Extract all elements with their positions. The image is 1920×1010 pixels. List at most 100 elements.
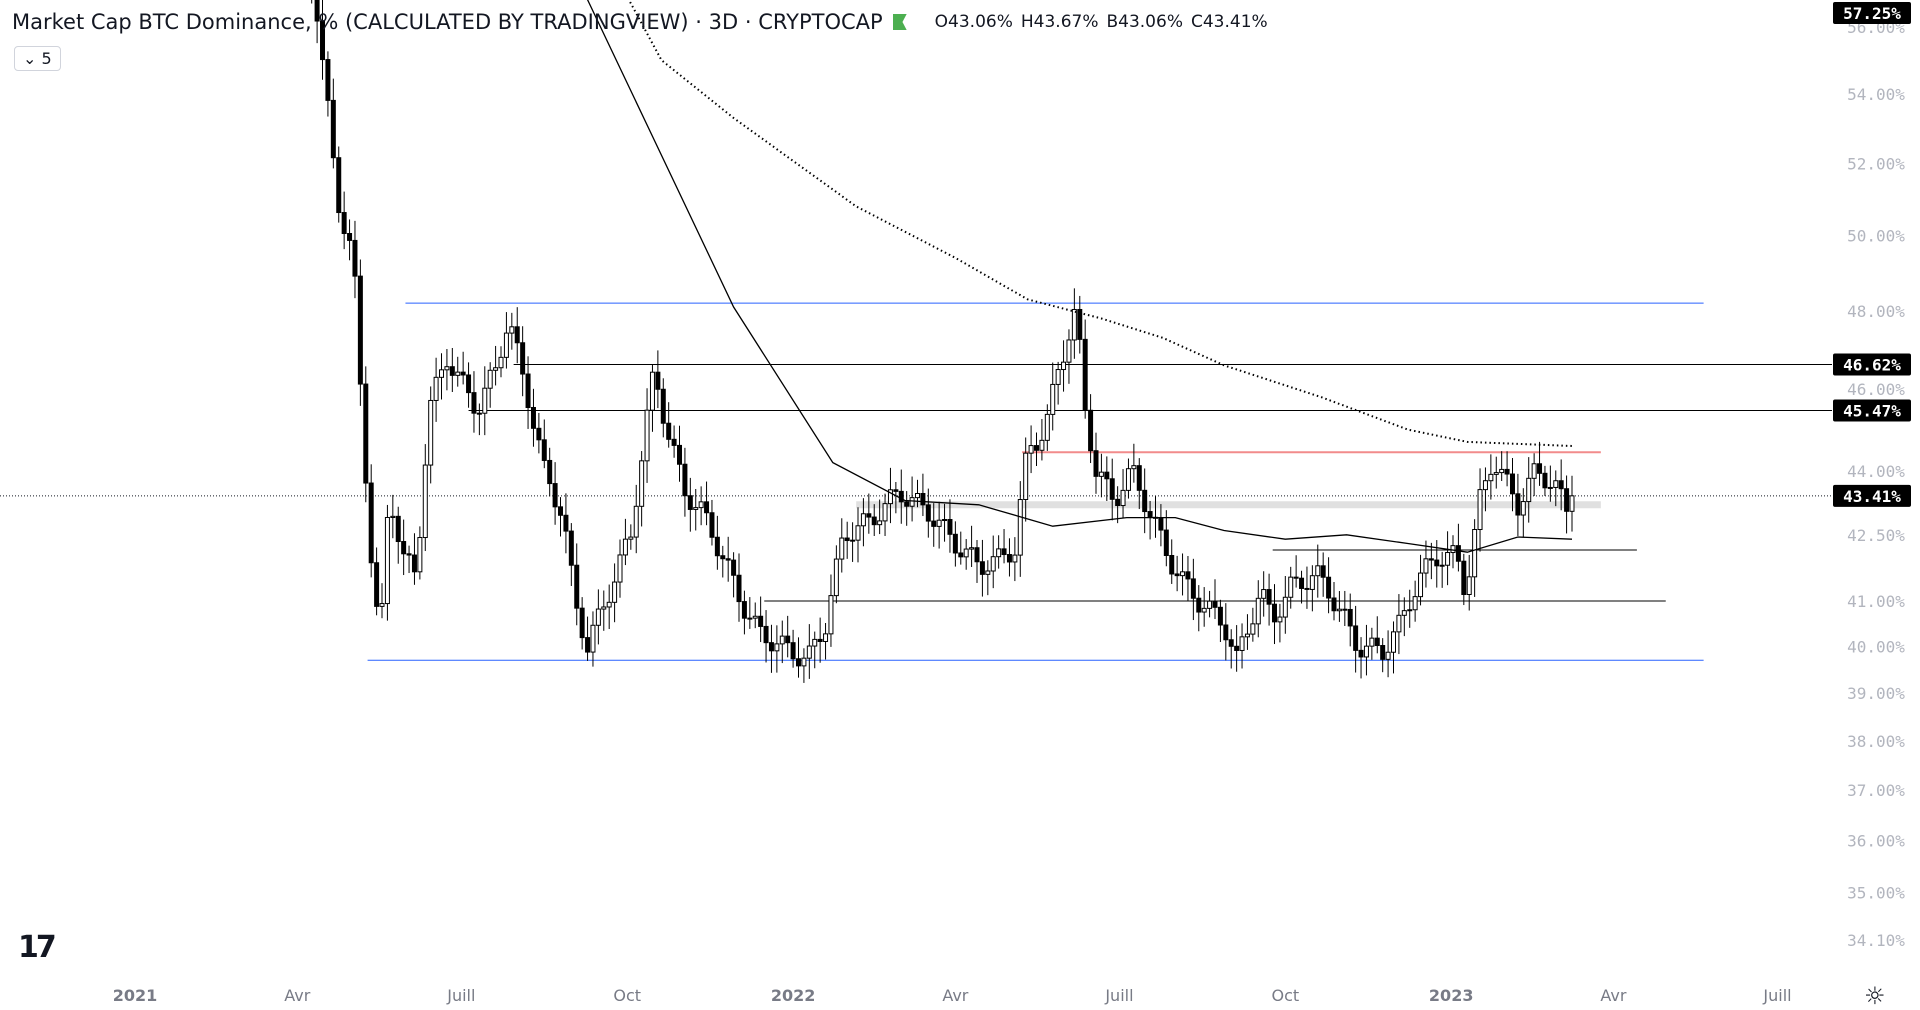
symbol-title[interactable]: Market Cap BTC Dominance, % (CALCULATED … (12, 10, 883, 34)
candle (1526, 457, 1532, 523)
candle (1385, 630, 1391, 678)
tradingview-logo-icon[interactable]: 17 (18, 930, 57, 965)
candle (687, 477, 693, 532)
candle (714, 515, 720, 570)
x-axis-tick-label: Avr (942, 986, 968, 1005)
candle (590, 611, 596, 667)
candle (1396, 594, 1402, 655)
candle (1320, 552, 1326, 597)
candle-body (536, 427, 542, 441)
candle (417, 526, 423, 580)
candle (1001, 529, 1007, 564)
price-badge-label: 43.41% (1843, 487, 1901, 506)
candle-body (606, 601, 612, 608)
candle (395, 506, 401, 564)
candle-body (698, 501, 704, 509)
candle-body (1385, 651, 1391, 660)
candle (1061, 340, 1067, 392)
candle (644, 388, 650, 483)
settings-gear-icon[interactable]: ☼ (1864, 982, 1886, 1010)
candle (1190, 558, 1196, 621)
candle (460, 351, 466, 385)
y-axis-tick-label: 37.00% (1847, 781, 1905, 800)
candle-body (1299, 577, 1305, 589)
candle (817, 617, 823, 663)
candle-body (649, 371, 655, 411)
candle-body (1201, 607, 1207, 613)
candle-body (1526, 477, 1532, 503)
candle-body (736, 574, 742, 603)
candle-body (401, 541, 407, 555)
candle (585, 616, 591, 661)
candle (1477, 468, 1483, 552)
candle-body (1315, 565, 1321, 577)
candle-body (1174, 573, 1180, 577)
candle (936, 501, 942, 549)
candle (1493, 456, 1499, 489)
y-axis-tick-label: 50.00% (1847, 227, 1905, 246)
candle-body (336, 157, 342, 214)
candle (1196, 585, 1202, 632)
price-badge (1833, 2, 1911, 24)
candle-body (1261, 589, 1267, 599)
candle-body (1466, 576, 1472, 595)
candle-body (455, 371, 461, 376)
candle (520, 326, 526, 397)
candle-body (411, 554, 417, 573)
candle-body (1564, 488, 1570, 512)
candle-body (384, 516, 390, 605)
indicator-count: 5 (41, 49, 52, 68)
candle (1271, 584, 1277, 645)
candle (893, 482, 899, 514)
candle-body (882, 503, 888, 522)
candle-body (1115, 498, 1121, 507)
candle-body (1190, 578, 1196, 599)
candle (779, 620, 785, 664)
candle (1369, 627, 1375, 660)
candle (1006, 538, 1012, 577)
candle (1407, 589, 1413, 628)
chart-legend: Market Cap BTC Dominance, % (CALCULATED … (12, 10, 1268, 34)
candle-body (1455, 545, 1461, 562)
candle-body (612, 581, 618, 603)
candle (887, 467, 893, 524)
candle (855, 507, 861, 563)
candle-body (590, 624, 596, 653)
candle-body (1520, 501, 1526, 516)
candle-body (1234, 645, 1240, 651)
candle (1347, 593, 1353, 647)
candle (439, 353, 445, 400)
candle-body (1071, 308, 1077, 341)
candle-body (1028, 445, 1034, 454)
candle-body (1320, 565, 1326, 578)
candle (898, 469, 904, 524)
candle (1564, 475, 1570, 534)
candle-body (633, 505, 639, 538)
candle (963, 539, 969, 570)
price-badge-label: 57.25% (1843, 4, 1901, 23)
candle (1299, 570, 1305, 604)
candle (655, 350, 661, 409)
candle-body (1331, 597, 1337, 612)
candle (311, 0, 313, 4)
candle (1136, 458, 1142, 510)
y-axis-tick-label: 44.00% (1847, 462, 1905, 481)
flag-icon[interactable] (892, 14, 907, 30)
candle (974, 540, 980, 583)
candle-body (352, 239, 358, 277)
candle-body (1558, 480, 1564, 490)
candle (725, 536, 731, 582)
indicators-toggle-button[interactable]: ⌄ 5 (14, 46, 61, 71)
candle (411, 533, 417, 585)
candle (1212, 579, 1218, 620)
candle (1380, 638, 1386, 673)
candle-body (1147, 511, 1153, 518)
candle-body (682, 463, 688, 497)
candle (1288, 566, 1294, 609)
candle (1223, 603, 1229, 661)
candle-body (817, 638, 823, 642)
candle (952, 521, 958, 567)
candle (709, 499, 715, 546)
candle (909, 476, 915, 522)
